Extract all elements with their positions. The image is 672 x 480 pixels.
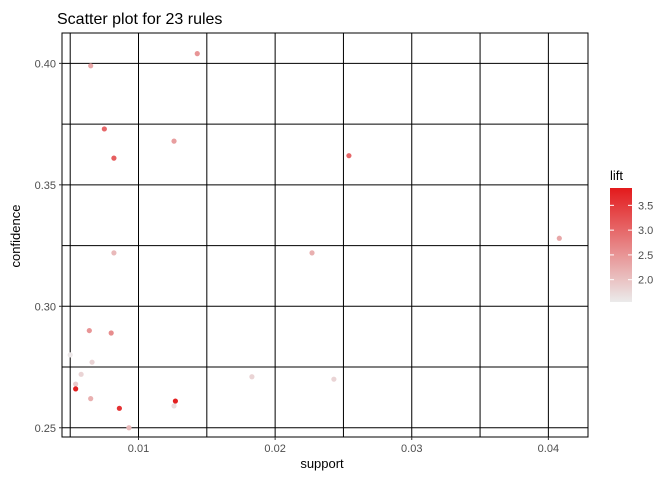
y-tick-label: 0.40	[35, 58, 56, 70]
data-point	[556, 235, 562, 241]
color-legend: lift 2.0 2.5 3.0 3.5	[610, 168, 653, 302]
legend-ticks: 2.0 2.5 3.0 3.5	[610, 200, 653, 287]
legend-title: lift	[610, 168, 623, 183]
data-point	[116, 405, 122, 411]
y-axis-ticks: 0.25 0.30 0.35 0.40	[35, 58, 62, 435]
data-point	[73, 381, 79, 387]
y-tick-label: 0.30	[35, 301, 56, 313]
data-point	[126, 425, 132, 431]
grid	[61, 32, 589, 438]
legend-tick-label: 2.5	[638, 250, 653, 262]
data-point	[171, 138, 177, 144]
plot-border	[61, 32, 589, 438]
data-point	[309, 250, 315, 256]
data-point	[194, 51, 200, 57]
data-point	[88, 396, 94, 402]
y-tick-label: 0.35	[35, 180, 56, 192]
legend-tick-label: 3.5	[638, 200, 653, 212]
data-point	[331, 376, 337, 382]
x-axis-ticks: 0.01 0.02 0.03 0.04	[128, 437, 559, 455]
legend-tick-label: 3.0	[638, 225, 653, 237]
data-point	[78, 371, 84, 377]
data-point	[111, 155, 117, 161]
x-axis-title: support	[300, 456, 344, 471]
data-point	[88, 63, 94, 69]
data-point	[101, 126, 107, 132]
data-points	[67, 51, 562, 431]
chart-title: Scatter plot for 23 rules	[57, 11, 222, 28]
y-axis-title: confidence	[8, 205, 23, 268]
data-point	[73, 386, 79, 392]
legend-color-bar	[610, 188, 632, 302]
data-point	[67, 352, 73, 358]
y-tick-label: 0.25	[35, 423, 56, 435]
data-point	[171, 403, 177, 409]
data-point	[172, 398, 178, 404]
data-point	[108, 330, 114, 336]
data-point	[249, 374, 255, 380]
data-point	[111, 250, 117, 256]
x-tick-label: 0.04	[538, 443, 559, 455]
data-point	[346, 153, 352, 159]
legend-tick-label: 2.0	[638, 275, 653, 287]
data-point	[86, 327, 92, 334]
x-tick-label: 0.03	[401, 443, 422, 455]
x-tick-label: 0.02	[264, 443, 285, 455]
data-point	[89, 359, 95, 365]
x-tick-label: 0.01	[128, 443, 149, 455]
